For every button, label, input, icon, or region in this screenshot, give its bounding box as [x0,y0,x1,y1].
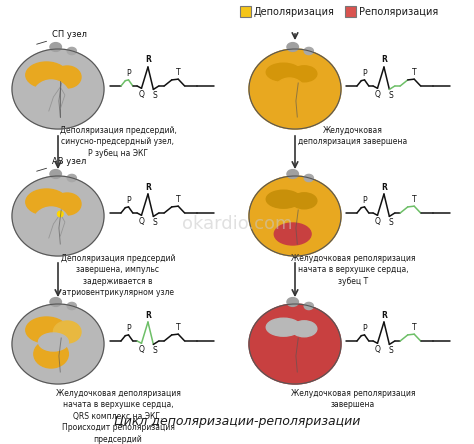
Text: R: R [145,56,151,64]
Ellipse shape [304,48,313,55]
Text: Желудочковая реполяризация
начата в верхушке сердца,
зубец Т: Желудочковая реполяризация начата в верх… [291,254,415,286]
Text: S: S [388,91,393,100]
Ellipse shape [273,78,306,108]
Ellipse shape [50,43,62,52]
Ellipse shape [12,304,104,384]
Text: P: P [362,196,367,205]
Ellipse shape [249,49,341,129]
Text: P: P [126,69,131,78]
Text: Деполяризация: Деполяризация [254,7,335,17]
Ellipse shape [304,302,313,309]
Ellipse shape [274,223,311,245]
Ellipse shape [249,176,341,256]
Text: АВ узел: АВ узел [36,157,86,171]
Text: T: T [412,68,417,77]
Ellipse shape [26,62,67,88]
Ellipse shape [67,48,76,55]
Ellipse shape [54,321,81,343]
Text: Желудочковая деполяризация
начата в верхушке сердца,
QRS комплекс на ЭКГ.
Происх: Желудочковая деполяризация начата в верх… [55,389,181,444]
Ellipse shape [26,317,67,343]
Text: R: R [145,310,151,320]
Ellipse shape [249,49,341,129]
Text: Q: Q [138,217,145,226]
Text: P: P [126,196,131,205]
Text: P: P [362,324,367,333]
Text: R: R [145,182,151,191]
Text: T: T [176,323,181,332]
Ellipse shape [287,170,299,178]
Ellipse shape [12,176,104,256]
Ellipse shape [249,304,341,384]
Ellipse shape [304,174,313,182]
Ellipse shape [33,80,70,114]
Text: Деполяризация предсердий,
синусно-предсердный узел,
P зубец на ЭКГ: Деполяризация предсердий, синусно-предсе… [60,126,176,158]
Ellipse shape [249,176,341,256]
Ellipse shape [292,66,317,82]
Text: Q: Q [374,90,381,99]
Bar [345,7,356,17]
Ellipse shape [67,302,76,309]
Text: T: T [176,195,181,204]
Circle shape [57,211,63,217]
Ellipse shape [38,333,68,351]
Text: S: S [388,346,393,355]
Bar [240,7,251,17]
Ellipse shape [292,193,317,209]
Text: S: S [388,218,393,227]
Ellipse shape [292,321,317,337]
Ellipse shape [26,189,67,215]
Text: Q: Q [138,345,145,354]
Text: R: R [381,310,387,320]
Ellipse shape [50,297,62,306]
Ellipse shape [34,340,68,368]
Text: T: T [412,323,417,332]
Ellipse shape [266,190,301,208]
Text: S: S [152,91,157,100]
Text: Q: Q [138,90,145,99]
Ellipse shape [249,304,341,384]
Text: Реполяризация: Реполяризация [359,7,438,17]
Ellipse shape [54,66,81,88]
Ellipse shape [33,207,70,241]
Text: R: R [381,182,387,191]
Text: T: T [412,195,417,204]
Text: Q: Q [374,345,381,354]
Text: S: S [152,218,157,227]
Text: T: T [176,68,181,77]
Text: okardio.com: okardio.com [182,215,292,233]
Text: СП узел: СП узел [36,30,87,44]
Ellipse shape [266,318,301,336]
Ellipse shape [67,174,76,182]
Text: Желудочковая реполяризация
завершена: Желудочковая реполяризация завершена [291,389,415,409]
Ellipse shape [266,63,301,81]
Text: P: P [126,324,131,333]
Ellipse shape [12,49,104,129]
Text: Деполяризация предсердий
завершена, импульс
задерживается в
атриовентрикулярном : Деполяризация предсердий завершена, импу… [61,254,175,297]
Ellipse shape [54,193,81,215]
Text: P: P [362,69,367,78]
Ellipse shape [50,170,62,178]
Text: Q: Q [374,217,381,226]
Ellipse shape [287,297,299,306]
Text: S: S [152,346,157,355]
Text: Желудочковая
деполяризация завершена: Желудочковая деполяризация завершена [298,126,408,147]
Text: Цикл деполяризации-реполяризации: Цикл деполяризации-реполяризации [114,415,360,428]
Text: R: R [381,56,387,64]
Ellipse shape [287,43,299,52]
